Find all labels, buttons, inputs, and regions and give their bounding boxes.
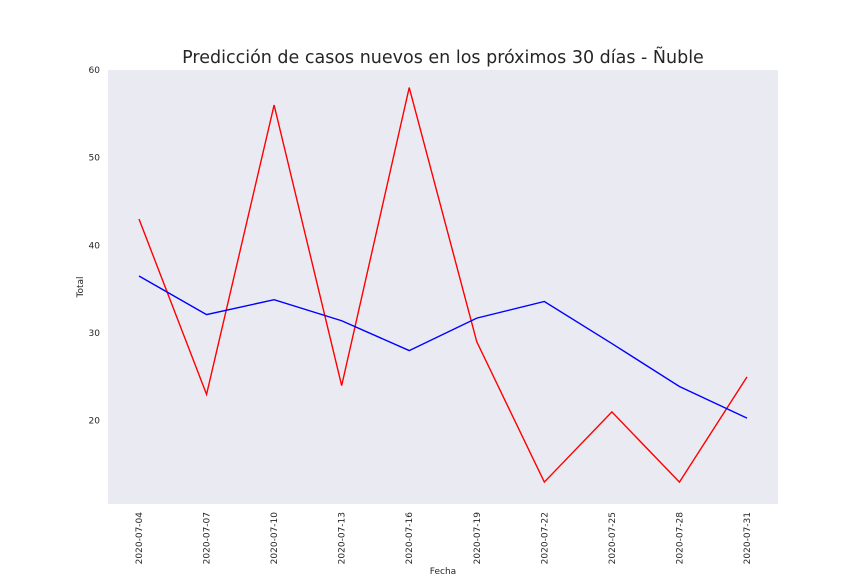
x-tick-label: 2020-07-25	[608, 512, 618, 564]
y-tick-labels: 20 30 40 50 60	[89, 66, 101, 427]
x-axis-label: Fecha	[430, 567, 456, 576]
plot-area	[108, 70, 778, 504]
x-tick-label: 2020-07-31	[743, 512, 753, 564]
y-tick-label: 20	[89, 417, 101, 427]
x-tick-label: 2020-07-28	[675, 512, 685, 565]
series-line-1	[138, 87, 748, 484]
x-tick-labels: 2020-07-04 2020-07-07 2020-07-10 2020-07-13…	[135, 512, 753, 565]
y-tick-label: 60	[89, 66, 101, 76]
y-tick-label: 50	[89, 154, 101, 164]
series-lines	[138, 87, 748, 484]
y-tick-label: 40	[89, 241, 101, 251]
x-tick-label: 2020-07-10	[270, 512, 280, 565]
x-tick-label: 2020-07-04	[135, 512, 145, 565]
x-tick-label: 2020-07-07	[203, 512, 213, 564]
x-tick-label: 2020-07-22	[540, 512, 550, 564]
x-tick-label: 2020-07-19	[473, 512, 483, 565]
y-axis-label: Total	[76, 276, 86, 298]
y-tick-label: 30	[89, 329, 101, 339]
chart-title: Predicción de casos nuevos en los próxim…	[182, 46, 704, 68]
x-tick-label: 2020-07-13	[338, 512, 348, 564]
x-tick-label: 2020-07-16	[405, 512, 415, 565]
series-line-2	[138, 275, 748, 419]
